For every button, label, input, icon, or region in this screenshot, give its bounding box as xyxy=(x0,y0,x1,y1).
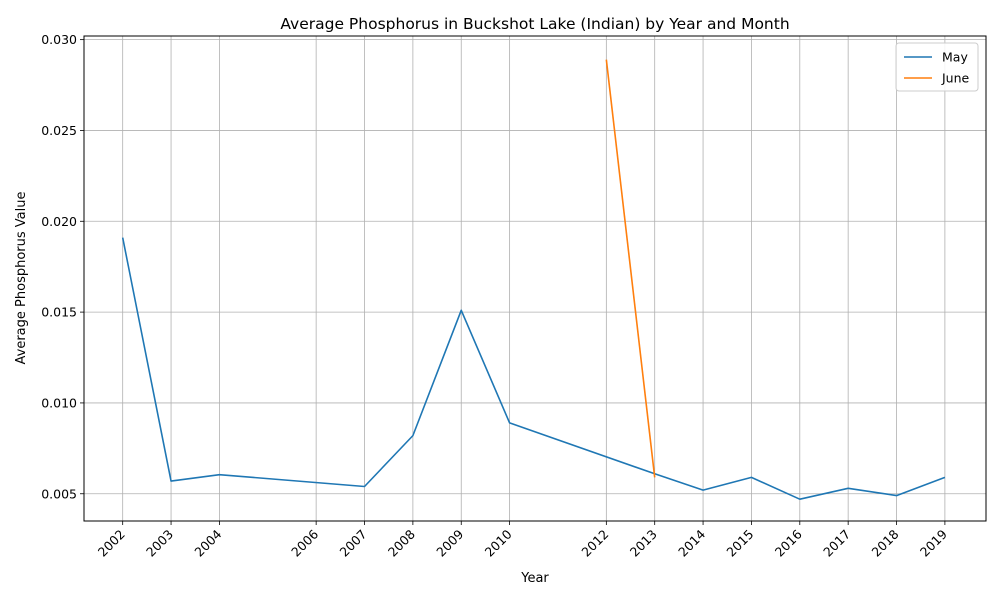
y-tick-label: 0.010 xyxy=(41,395,77,410)
x-axis-label: Year xyxy=(520,571,549,586)
grid-lines xyxy=(84,36,986,521)
legend-label: June xyxy=(941,71,970,86)
plot-frame xyxy=(83,35,987,522)
y-tick-label: 0.030 xyxy=(41,32,77,47)
y-tick-label: 0.005 xyxy=(41,486,77,501)
y-axis: 0.005 0.010 0.015 0.020 0.025 0.030 xyxy=(41,32,84,501)
y-axis-label: Average Phosphorus Value xyxy=(14,192,29,365)
series-line-june xyxy=(605,59,656,478)
y-tick-label: 0.025 xyxy=(41,123,77,138)
y-tick-label: 0.015 xyxy=(41,305,77,320)
series-line-may xyxy=(121,237,946,501)
legend: May June xyxy=(895,42,979,92)
chart-title: Average Phosphorus in Buckshot Lake (Ind… xyxy=(280,15,789,33)
legend-label: May xyxy=(942,50,968,65)
legend-box xyxy=(895,42,979,92)
series-lines xyxy=(121,59,946,501)
y-tick-label: 0.020 xyxy=(41,214,77,229)
